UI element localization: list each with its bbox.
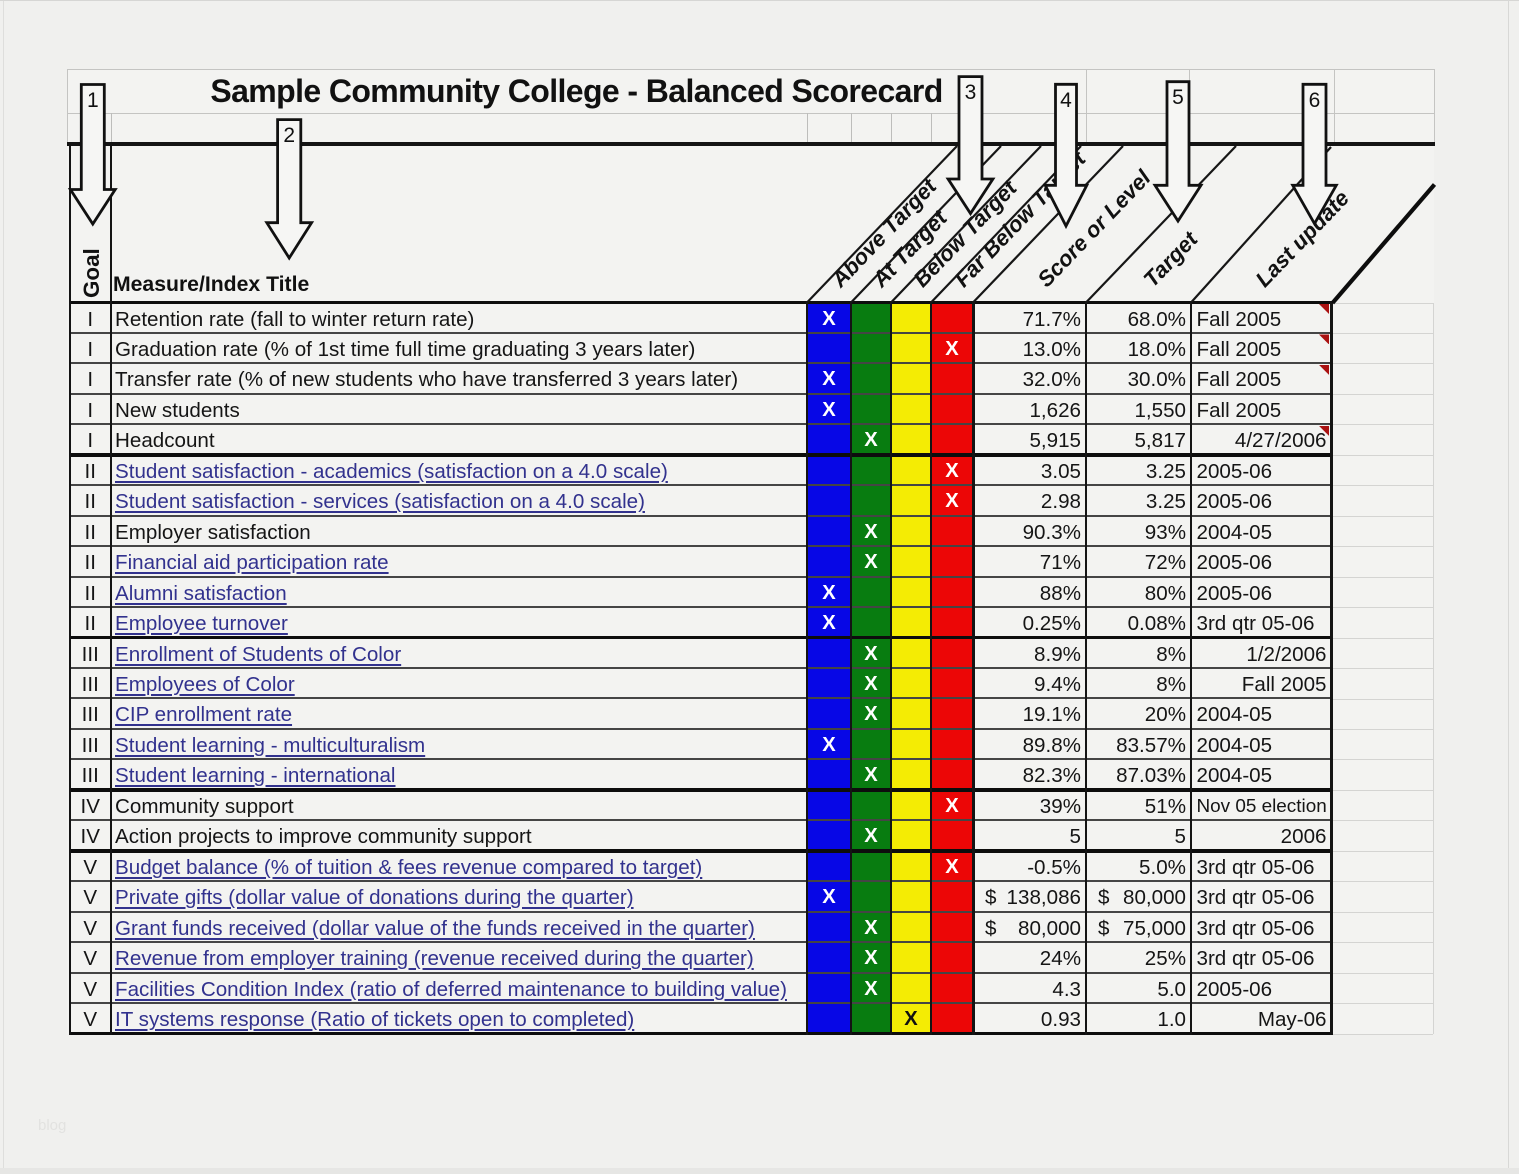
svg-text:6: 6: [1309, 89, 1321, 112]
svg-text:2: 2: [283, 124, 295, 147]
svg-text:4: 4: [1060, 89, 1072, 112]
svg-text:3: 3: [965, 81, 977, 104]
svg-text:1: 1: [87, 89, 99, 112]
svg-text:5: 5: [1172, 86, 1184, 109]
